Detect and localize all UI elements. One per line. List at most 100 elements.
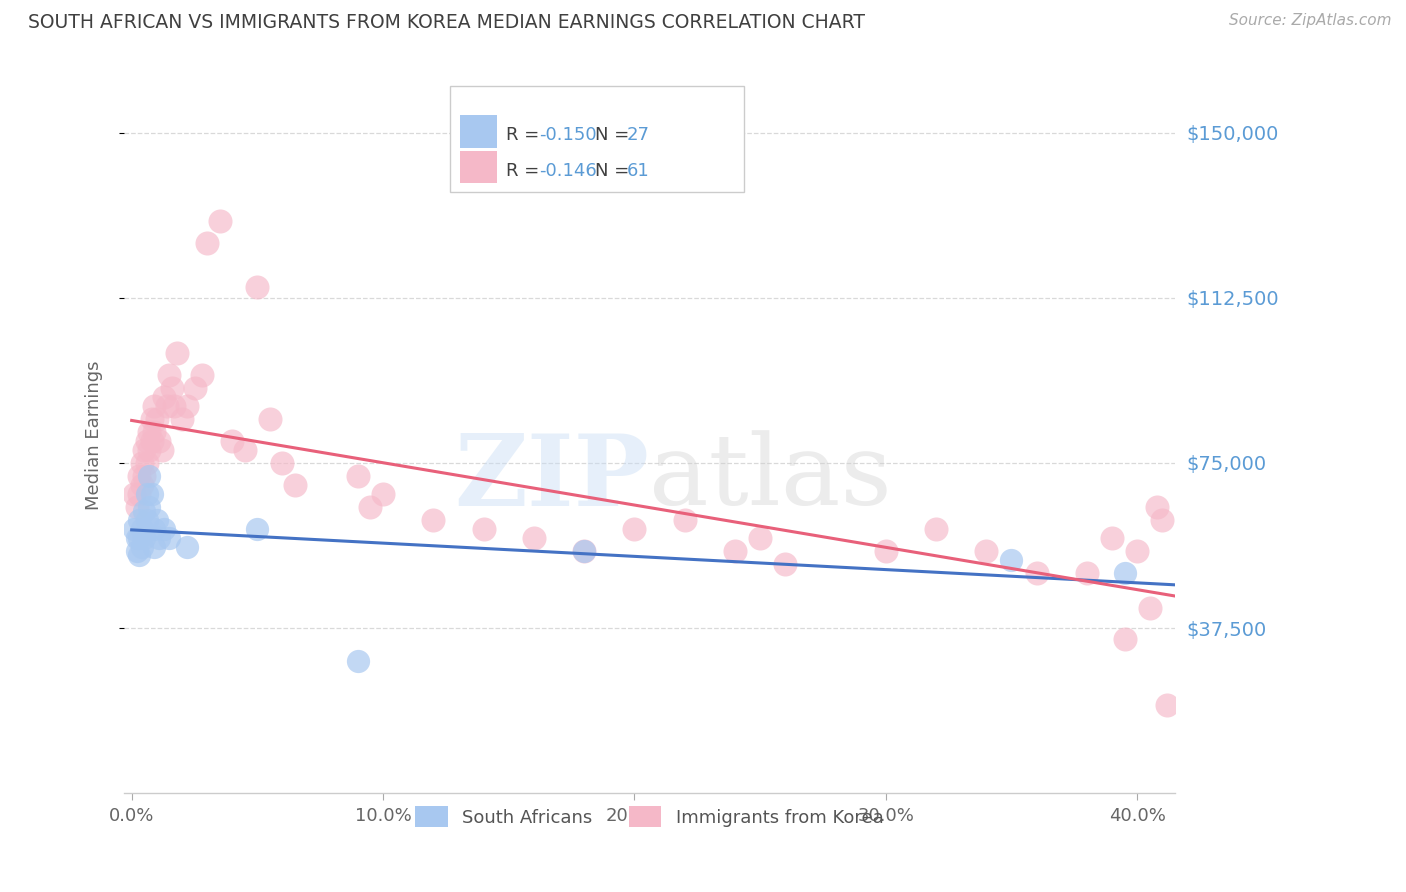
Point	[347, 469, 370, 483]
Point	[572, 544, 595, 558]
Point	[359, 500, 381, 514]
Point	[148, 434, 170, 448]
Point	[128, 549, 150, 563]
Point	[284, 478, 307, 492]
Point	[135, 513, 157, 527]
Point	[1146, 500, 1168, 514]
Point	[572, 544, 595, 558]
Point	[138, 442, 160, 457]
Point	[131, 456, 153, 470]
Point	[166, 346, 188, 360]
Point	[221, 434, 243, 448]
Text: -0.150: -0.150	[538, 126, 596, 144]
Point	[134, 531, 156, 545]
Point	[673, 513, 696, 527]
Point	[122, 487, 145, 501]
Point	[125, 544, 148, 558]
Text: atlas: atlas	[650, 431, 893, 526]
Point	[1114, 566, 1136, 580]
Point	[1156, 698, 1178, 713]
Point	[138, 425, 160, 439]
Point	[143, 540, 166, 554]
Point	[128, 531, 150, 545]
Point	[143, 425, 166, 439]
Point	[131, 540, 153, 554]
Text: R =: R =	[506, 161, 544, 179]
Point	[125, 500, 148, 514]
Point	[1139, 601, 1161, 615]
Text: -0.146: -0.146	[538, 161, 598, 179]
Point	[138, 500, 160, 514]
Point	[157, 531, 180, 545]
Point	[176, 540, 198, 554]
Point	[259, 412, 281, 426]
Text: 61: 61	[626, 161, 650, 179]
Point	[974, 544, 997, 558]
Bar	[460, 115, 498, 147]
Point	[925, 522, 948, 536]
Point	[523, 531, 546, 545]
Point	[183, 381, 205, 395]
Point	[1025, 566, 1047, 580]
Point	[157, 368, 180, 382]
Legend: South Africans, Immigrants from Korea: South Africans, Immigrants from Korea	[408, 799, 890, 834]
Text: ZIP: ZIP	[454, 430, 650, 527]
Point	[128, 513, 150, 527]
Point	[153, 390, 176, 404]
Point	[176, 399, 198, 413]
Point	[195, 235, 218, 250]
Point	[122, 522, 145, 536]
Point	[1126, 544, 1149, 558]
Point	[146, 513, 169, 527]
Point	[1076, 566, 1098, 580]
Point	[134, 469, 156, 483]
Point	[472, 522, 495, 536]
Point	[135, 434, 157, 448]
Point	[191, 368, 214, 382]
Point	[160, 381, 183, 395]
Point	[1114, 632, 1136, 647]
Point	[1152, 513, 1174, 527]
Point	[141, 434, 163, 448]
Point	[156, 399, 179, 413]
Text: R =: R =	[506, 126, 544, 144]
Point	[138, 469, 160, 483]
Point	[749, 531, 772, 545]
FancyBboxPatch shape	[450, 86, 744, 192]
Point	[146, 412, 169, 426]
Point	[141, 412, 163, 426]
Point	[1000, 553, 1022, 567]
Point	[246, 522, 269, 536]
Point	[153, 522, 176, 536]
Y-axis label: Median Earnings: Median Earnings	[86, 360, 103, 510]
Point	[875, 544, 897, 558]
Point	[150, 442, 173, 457]
Text: Source: ZipAtlas.com: Source: ZipAtlas.com	[1229, 13, 1392, 29]
Text: N =: N =	[595, 126, 636, 144]
Point	[134, 504, 156, 518]
Point	[141, 487, 163, 501]
Point	[128, 487, 150, 501]
Point	[148, 531, 170, 545]
Point	[623, 522, 645, 536]
Text: SOUTH AFRICAN VS IMMIGRANTS FROM KOREA MEDIAN EARNINGS CORRELATION CHART: SOUTH AFRICAN VS IMMIGRANTS FROM KOREA M…	[28, 13, 865, 32]
Point	[422, 513, 444, 527]
Point	[170, 412, 193, 426]
Point	[143, 399, 166, 413]
Point	[208, 213, 231, 227]
Bar	[460, 151, 498, 184]
Point	[143, 522, 166, 536]
Point	[131, 522, 153, 536]
Point	[371, 487, 394, 501]
Point	[246, 279, 269, 293]
Point	[128, 469, 150, 483]
Point	[131, 478, 153, 492]
Point	[773, 558, 796, 572]
Point	[125, 531, 148, 545]
Point	[347, 654, 370, 668]
Point	[134, 442, 156, 457]
Text: 27: 27	[626, 126, 650, 144]
Point	[135, 456, 157, 470]
Point	[233, 442, 256, 457]
Point	[724, 544, 747, 558]
